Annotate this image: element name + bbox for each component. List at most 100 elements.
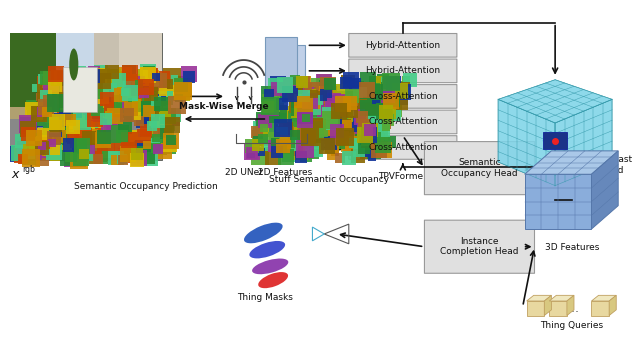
Point [127,85,137,90]
Point [184,74,194,80]
Point [140,153,150,158]
Point [344,141,354,147]
Bar [525,174,591,229]
Point [126,89,136,95]
Point [255,154,265,159]
Point [83,92,93,97]
Point [74,157,84,163]
Point [282,135,292,140]
Text: Cross-Attention: Cross-Attention [368,92,438,101]
Point [37,135,47,141]
Point [99,152,109,158]
Point [273,102,284,107]
Point [78,105,88,111]
Point [62,155,72,160]
Point [19,147,29,152]
Point [374,147,384,153]
Point [37,156,47,162]
Point [300,101,310,106]
Point [106,134,116,140]
Point [115,147,125,153]
Point [38,80,49,85]
Point [397,96,407,102]
Point [100,101,110,106]
Point [132,157,142,163]
Point [24,147,35,152]
Point [92,125,102,130]
Point [61,100,72,106]
Point [334,114,344,120]
Point [361,96,371,101]
Point [303,115,314,121]
Point [120,89,130,95]
Point [118,103,128,109]
Point [38,84,49,90]
Point [117,103,127,108]
Point [337,111,348,117]
Point [44,89,54,94]
Point [339,123,349,129]
Point [110,84,120,90]
Point [280,88,290,93]
Point [317,91,328,97]
Point [134,118,145,124]
Point [65,117,75,122]
Point [138,118,148,124]
Point [366,105,376,111]
Point [353,90,363,96]
Point [372,82,383,87]
Point [45,75,55,81]
Polygon shape [549,295,574,301]
Point [401,77,411,83]
Point [328,99,339,104]
Point [130,89,140,95]
Point [349,101,359,107]
Point [46,101,56,107]
Point [152,98,162,104]
Point [55,133,65,138]
Point [149,110,159,116]
Point [106,73,116,78]
Point [81,141,91,146]
Point [381,109,391,114]
Point [90,88,100,93]
Point [340,134,350,140]
Point [99,112,109,118]
Point [371,97,381,103]
Point [40,93,51,98]
Point [379,144,389,149]
Point [273,111,283,117]
Point [344,147,354,152]
Point [82,96,92,101]
Point [125,84,135,89]
Point [247,143,257,149]
Bar [10,33,162,160]
Point [143,72,154,78]
Point [111,147,121,153]
Point [50,84,60,90]
Point [68,124,78,130]
Point [290,132,300,138]
Point [147,75,157,80]
Point [277,102,287,107]
Point [326,108,336,114]
Point [139,90,149,96]
Point [363,107,373,112]
Point [307,90,317,96]
Point [374,136,385,141]
Point [92,131,102,137]
Point [347,93,357,98]
Point [397,84,407,90]
Point [47,140,58,146]
Point [117,156,127,162]
Point [246,151,256,157]
Point [294,103,305,109]
Point [255,122,266,128]
Point [314,108,324,114]
Point [326,109,337,114]
Point [26,102,36,107]
Ellipse shape [258,272,288,288]
Point [284,153,294,158]
Point [278,146,288,152]
Point [305,99,315,104]
